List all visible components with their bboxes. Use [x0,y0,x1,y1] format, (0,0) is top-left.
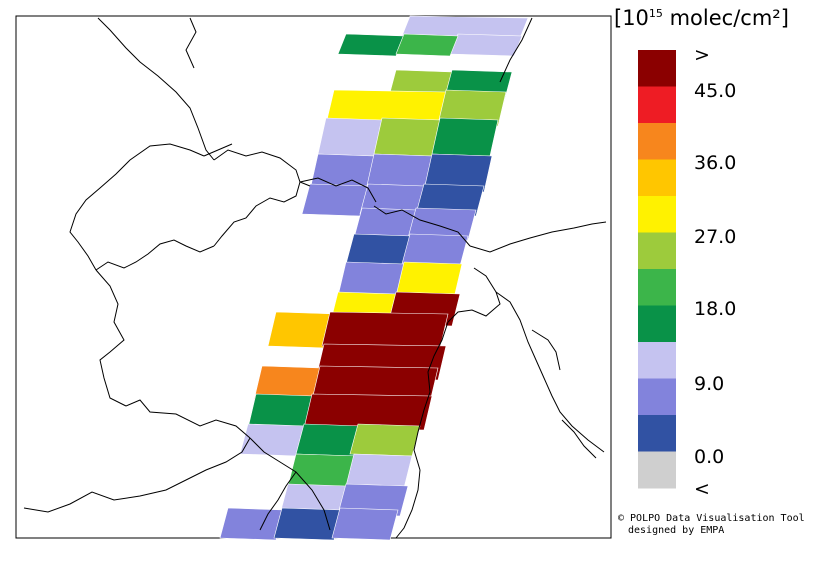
legend-swatch [638,269,676,306]
satellite-pixel [345,453,413,489]
satellite-pixel [337,483,409,517]
satellite-pixel [423,153,493,193]
satellite-pixel [317,117,383,157]
satellite-pixel [373,117,441,157]
satellite-pixel [449,33,523,57]
legend-label-9: 9.0 [694,373,725,395]
satellite-pixel [303,393,433,431]
legend-swatch [638,342,676,379]
legend-swatch [638,305,676,343]
legend-label-36: 36.0 [694,152,737,174]
legend-swatch [638,232,676,270]
satellite-pixel [301,183,369,217]
legend-swatch [638,415,676,452]
legend-label-18: 18.0 [694,298,737,320]
legend-title: [1015 molec/cm²] [614,6,789,30]
credit-line-2: designed by EMPA [628,525,725,536]
satellite-pixel [401,233,469,267]
satellite-pixel [431,117,499,157]
legend-swatch [638,159,676,197]
legend-swatch [638,196,676,233]
satellite-pixel [321,311,449,349]
satellite-pixel [331,507,399,541]
legend-colorbar [638,50,676,489]
satellite-pixel [407,207,477,241]
satellite-pixel [415,183,485,217]
satellite-pixel [239,423,307,457]
satellite-pixel [273,507,343,541]
legend-label-over: > [694,44,710,66]
legend-swatch [638,86,676,124]
satellite-pixel [345,233,413,267]
satellite-pixel [219,507,285,541]
satellite-pixel [349,423,421,457]
legend-swatch [638,378,676,416]
satellite-pixel [437,89,507,127]
credit-line-1: © POLPO Data Visualisation Tool [618,513,805,524]
country-borders [23,17,607,539]
legend-swatch [638,123,676,160]
legend-label-0: 0.0 [694,446,725,468]
legend-label-27: 27.0 [694,226,737,248]
legend-swatch [638,451,676,489]
satellite-pixel [395,33,459,57]
legend-swatch [638,50,676,87]
legend-label-under: < [694,478,710,500]
legend-label-45: 45.0 [694,80,737,102]
satellite-pixel [337,33,405,57]
